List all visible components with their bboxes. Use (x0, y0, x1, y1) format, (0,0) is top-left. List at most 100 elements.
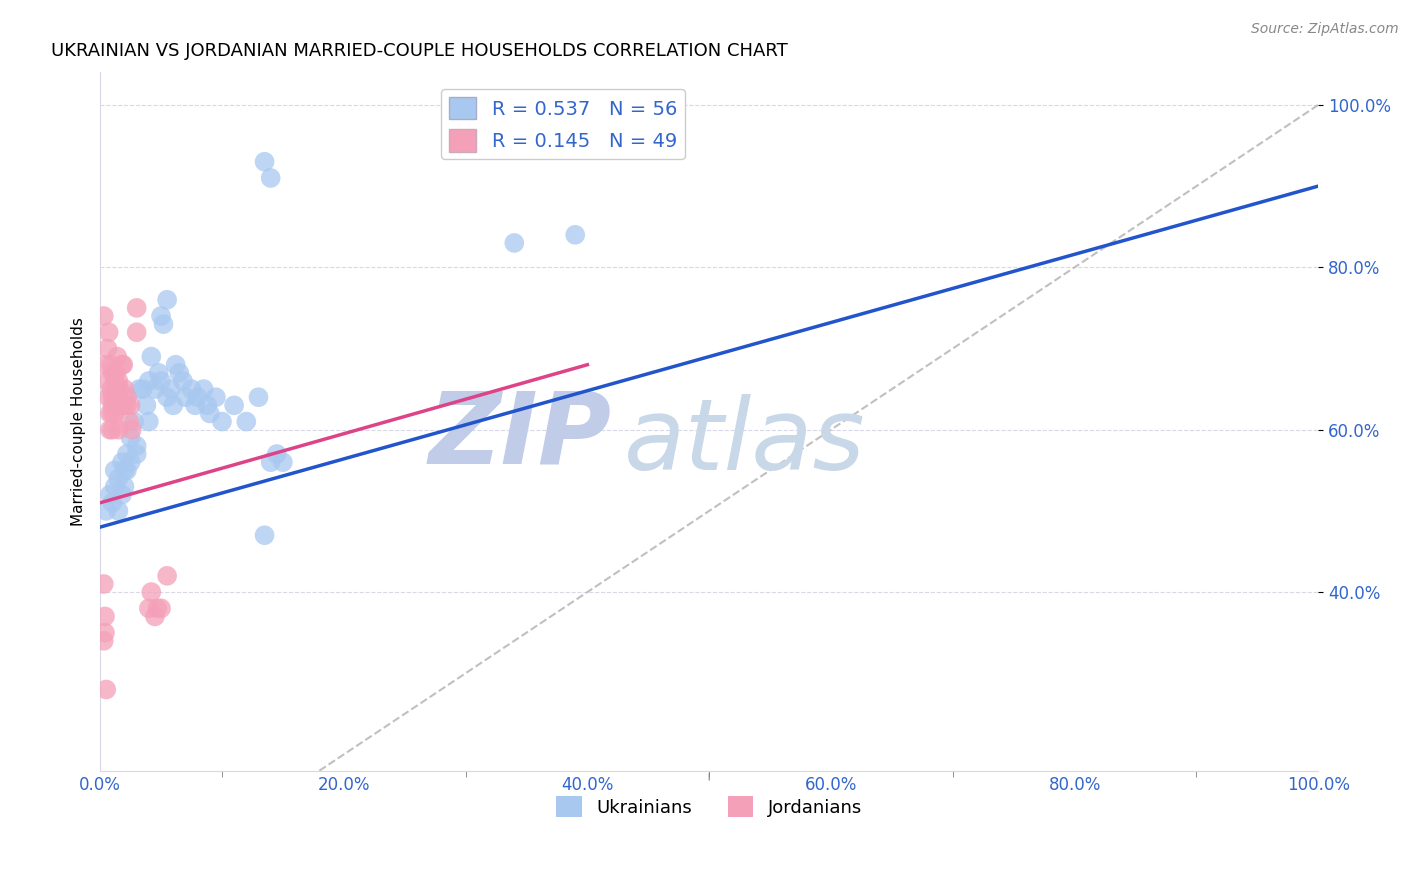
Point (97, 390, 120, 404)
Point (94, 625, 117, 640)
Point (101, 406, 124, 420)
Point (503, 235, 526, 250)
Point (253, 528, 276, 542)
Point (107, 423, 129, 437)
Point (159, 382, 181, 396)
Point (96, 682, 118, 697)
Point (114, 382, 136, 396)
Text: ZIP: ZIP (429, 387, 612, 484)
Point (184, 398, 207, 412)
Point (125, 439, 148, 453)
Point (107, 374, 129, 388)
Point (112, 358, 135, 372)
Point (105, 382, 128, 396)
Point (205, 390, 228, 404)
Point (118, 415, 141, 429)
Point (135, 398, 157, 412)
Point (96, 358, 118, 372)
Point (224, 398, 246, 412)
Point (138, 374, 160, 388)
Point (107, 471, 129, 485)
Point (111, 488, 134, 502)
Point (108, 382, 131, 396)
Point (165, 358, 187, 372)
Point (93, 633, 115, 648)
Point (107, 504, 129, 518)
Point (125, 301, 148, 315)
Point (187, 390, 209, 404)
Point (174, 390, 197, 404)
Point (198, 406, 221, 420)
Point (125, 447, 148, 461)
Text: Source: ZipAtlas.com: Source: ZipAtlas.com (1251, 22, 1399, 37)
Point (98, 423, 121, 437)
Text: UKRAINIAN VS JORDANIAN MARRIED-COUPLE HOUSEHOLDS CORRELATION CHART: UKRAINIAN VS JORDANIAN MARRIED-COUPLE HO… (52, 42, 789, 60)
Point (104, 406, 127, 420)
Point (141, 350, 163, 364)
Point (98, 406, 121, 420)
Point (266, 447, 288, 461)
Point (150, 374, 173, 388)
Point (104, 390, 127, 404)
Point (150, 309, 173, 323)
Point (156, 390, 179, 404)
Point (115, 398, 138, 412)
Point (146, 601, 169, 615)
Point (128, 382, 150, 396)
Point (193, 382, 215, 396)
Point (141, 585, 163, 599)
Point (111, 455, 134, 469)
Point (169, 366, 191, 380)
Point (120, 455, 142, 469)
Point (120, 431, 142, 445)
Point (101, 390, 124, 404)
Point (148, 366, 170, 380)
Point (150, 601, 173, 615)
Point (93, 309, 115, 323)
Point (156, 293, 179, 307)
Point (104, 463, 127, 477)
Point (94, 609, 117, 624)
Point (195, 398, 218, 412)
Point (114, 479, 136, 493)
Point (564, 227, 586, 242)
Point (138, 415, 160, 429)
Point (115, 447, 138, 461)
Point (138, 601, 160, 615)
Point (100, 382, 122, 396)
Point (101, 398, 124, 412)
Point (114, 463, 136, 477)
Point (98, 488, 121, 502)
Point (100, 358, 122, 372)
Point (111, 398, 134, 412)
Point (104, 390, 127, 404)
Point (125, 325, 148, 339)
Legend: Ukrainians, Jordanians: Ukrainians, Jordanians (550, 789, 869, 824)
Point (271, 455, 294, 469)
Point (260, 171, 283, 186)
Point (120, 398, 142, 412)
Point (235, 415, 257, 429)
Point (114, 398, 136, 412)
Point (122, 415, 145, 429)
Point (162, 398, 184, 412)
Point (104, 366, 127, 380)
Point (143, 609, 166, 624)
Text: atlas: atlas (624, 394, 866, 491)
Point (104, 374, 127, 388)
Point (101, 366, 124, 380)
Point (101, 496, 124, 510)
Point (96, 504, 118, 518)
Point (104, 479, 127, 493)
Point (180, 382, 202, 396)
Point (96, 342, 118, 356)
Point (115, 463, 138, 477)
Point (253, 154, 276, 169)
Point (152, 317, 174, 331)
Point (132, 382, 155, 396)
Point (260, 455, 283, 469)
Point (115, 390, 138, 404)
Y-axis label: Married-couple Households: Married-couple Households (72, 318, 86, 526)
Point (101, 423, 124, 437)
Point (107, 398, 129, 412)
